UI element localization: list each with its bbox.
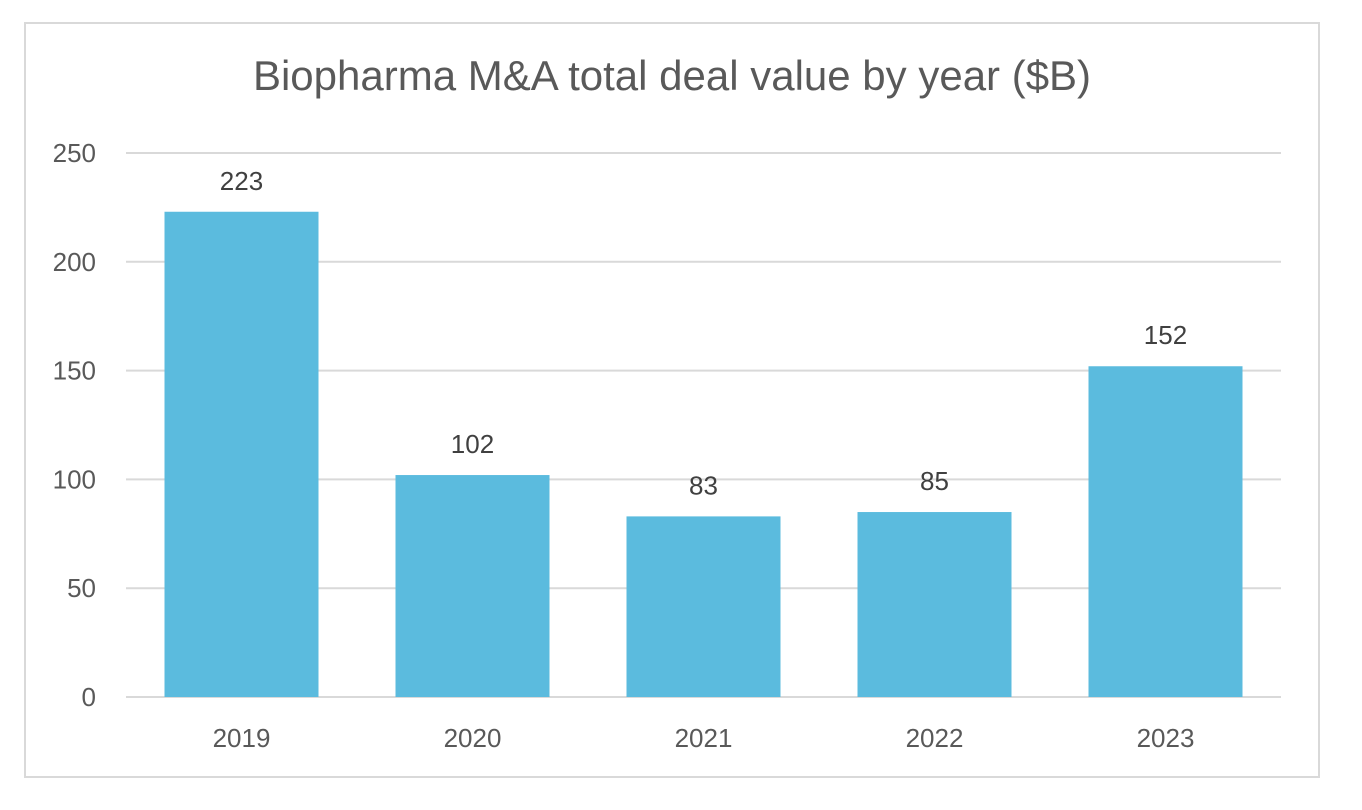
x-tick-label: 2022 bbox=[906, 723, 964, 753]
x-axis-ticks: 2019 2020 2021 2022 2023 bbox=[213, 723, 1195, 753]
chart-title: Biopharma M&A total deal value by year (… bbox=[252, 52, 1092, 99]
y-tick-label: 250 bbox=[53, 138, 96, 168]
bar-2023 bbox=[1088, 366, 1243, 697]
x-tick-label: 2023 bbox=[1137, 723, 1195, 753]
y-tick-label: 50 bbox=[67, 573, 96, 603]
y-axis-ticks: 0 50 100 150 200 250 bbox=[53, 138, 96, 712]
x-tick-label: 2020 bbox=[444, 723, 502, 753]
bar-2019 bbox=[164, 211, 319, 697]
data-label: 85 bbox=[920, 466, 949, 496]
y-tick-label: 100 bbox=[53, 464, 96, 494]
y-tick-label: 0 bbox=[82, 682, 96, 712]
bar-2020 bbox=[395, 475, 550, 697]
x-tick-label: 2019 bbox=[213, 723, 271, 753]
data-label: 102 bbox=[451, 429, 494, 459]
data-labels: 223 102 83 85 152 bbox=[220, 166, 1187, 501]
data-label: 83 bbox=[689, 470, 718, 500]
x-tick-label: 2021 bbox=[675, 723, 733, 753]
y-tick-label: 150 bbox=[53, 356, 96, 386]
y-tick-label: 200 bbox=[53, 247, 96, 277]
data-label: 152 bbox=[1144, 320, 1187, 350]
bar-2022 bbox=[857, 512, 1012, 697]
data-label: 223 bbox=[220, 166, 263, 196]
bars bbox=[164, 211, 1243, 697]
bar-2021 bbox=[626, 516, 781, 697]
